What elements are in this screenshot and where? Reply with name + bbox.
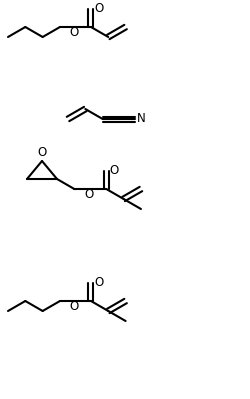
Text: N: N [137,113,146,126]
Text: O: O [94,277,104,290]
Text: O: O [69,26,78,40]
Text: O: O [85,188,94,201]
Text: O: O [110,164,119,178]
Text: O: O [69,300,78,314]
Text: O: O [38,146,46,160]
Text: O: O [94,2,104,16]
